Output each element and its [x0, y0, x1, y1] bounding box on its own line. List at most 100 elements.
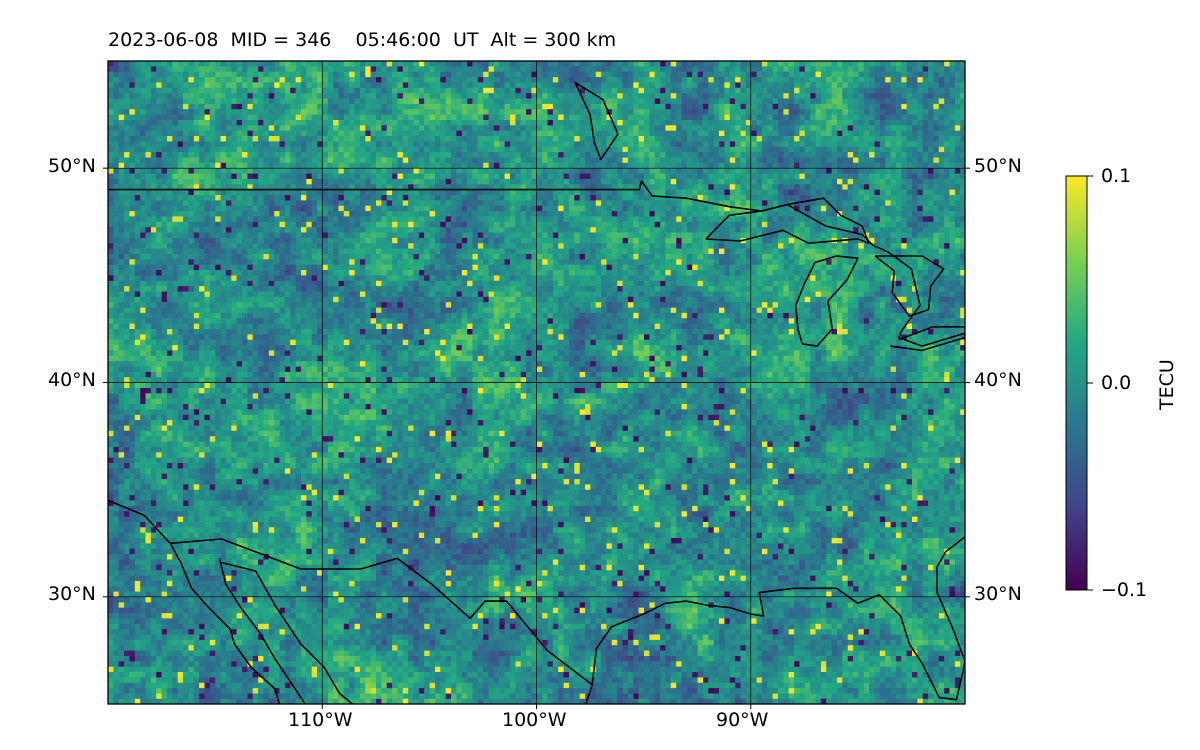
tec-cell: [783, 66, 789, 72]
tec-cell: [741, 147, 747, 153]
tec-cell: [896, 216, 902, 222]
tec-cell: [478, 66, 484, 72]
tec-cell: [767, 216, 773, 222]
tec-cell: [687, 174, 693, 180]
tec-cell: [912, 147, 918, 153]
tec-cell: [580, 61, 586, 67]
tec-cell: [671, 104, 677, 110]
tec-cell: [172, 77, 178, 83]
tec-cell: [124, 93, 130, 99]
tec-cell: [735, 131, 741, 137]
tec-cell: [912, 190, 918, 196]
tec-cell: [210, 61, 216, 67]
tec-cell: [585, 66, 591, 72]
tec-cell: [869, 61, 875, 67]
tec-cell: [912, 99, 918, 105]
tec-cell: [912, 211, 918, 217]
tec-cell: [649, 77, 655, 83]
tec-cell: [435, 195, 441, 201]
tec-cell: [832, 174, 838, 180]
tec-cell: [548, 99, 554, 105]
tec-cell: [515, 222, 521, 228]
tec-cell: [113, 152, 119, 158]
tec-cell: [891, 136, 897, 142]
tec-cell: [821, 136, 827, 142]
tec-cell: [542, 66, 548, 72]
tec-cell: [682, 82, 688, 88]
tec-cell: [188, 141, 194, 147]
tec-cell: [387, 93, 393, 99]
tec-cell: [473, 174, 479, 180]
tec-cell: [885, 206, 891, 212]
tec-cell: [215, 195, 221, 201]
tec-cell: [183, 66, 189, 72]
tec-cell: [403, 82, 409, 88]
tec-cell: [247, 104, 253, 110]
tec-cell: [376, 131, 382, 137]
tec-cell: [703, 115, 709, 121]
tec-cell: [237, 120, 243, 126]
tec-cell: [397, 72, 403, 78]
tec-cell: [574, 115, 580, 121]
tec-cell: [424, 99, 430, 105]
tec-cell: [178, 158, 184, 164]
tec-cell: [805, 222, 811, 228]
tec-cell: [789, 222, 795, 228]
tec-cell: [896, 179, 902, 185]
tec-cell: [907, 82, 913, 88]
tec-cell: [601, 77, 607, 83]
tec-cell: [414, 125, 420, 131]
tec-cell: [912, 152, 918, 158]
tec-cell: [698, 88, 704, 94]
tec-cell: [119, 115, 125, 121]
tec-cell: [548, 104, 554, 110]
tec-cell: [794, 195, 800, 201]
tec-cell: [623, 152, 629, 158]
tec-cell: [703, 211, 709, 217]
tec-cell: [682, 120, 688, 126]
tec-cell: [242, 109, 248, 115]
tec-cell: [939, 174, 945, 180]
tec-cell: [183, 125, 189, 131]
tec-cell: [891, 82, 897, 88]
tec-cell: [537, 125, 543, 131]
tec-cell: [274, 152, 280, 158]
tec-cell: [312, 179, 318, 185]
tec-cell: [408, 88, 414, 94]
tec-cell: [858, 131, 864, 137]
tec-cell: [623, 61, 629, 67]
tec-cell: [832, 184, 838, 190]
tec-cell: [414, 222, 420, 228]
tec-cell: [682, 115, 688, 121]
tec-cell: [296, 168, 302, 174]
tec-cell: [773, 168, 779, 174]
tec-cell: [371, 195, 377, 201]
tec-cell: [933, 222, 939, 228]
tec-cell: [698, 61, 704, 67]
tec-cell: [231, 88, 237, 94]
tec-cell: [810, 152, 816, 158]
tec-cell: [810, 222, 816, 228]
tec-cell: [473, 115, 479, 121]
tec-cell: [735, 158, 741, 164]
tec-cell: [328, 190, 334, 196]
tec-cell: [242, 158, 248, 164]
tec-cell: [799, 88, 805, 94]
tec-cell: [387, 200, 393, 206]
tec-cell: [167, 179, 173, 185]
tec-cell: [585, 120, 591, 126]
tec-cell: [414, 72, 420, 78]
tec-cell: [751, 125, 757, 131]
tec-cell: [113, 93, 119, 99]
tec-cell: [146, 190, 152, 196]
tec-cell: [119, 222, 125, 228]
tec-cell: [665, 179, 671, 185]
tec-cell: [205, 174, 211, 180]
tec-cell: [537, 120, 543, 126]
tec-cell: [365, 109, 371, 115]
tec-cell: [623, 174, 629, 180]
tec-cell: [397, 125, 403, 131]
tec-cell: [135, 115, 141, 121]
tec-cell: [242, 168, 248, 174]
tec-cell: [832, 136, 838, 142]
